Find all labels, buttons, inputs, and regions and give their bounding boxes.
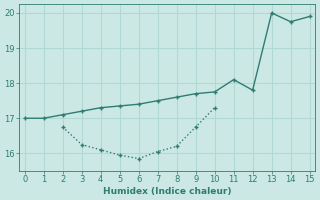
X-axis label: Humidex (Indice chaleur): Humidex (Indice chaleur) [103,187,231,196]
